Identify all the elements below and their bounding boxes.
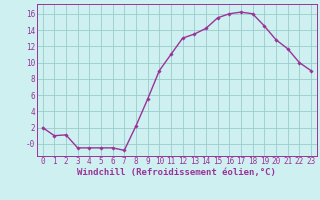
X-axis label: Windchill (Refroidissement éolien,°C): Windchill (Refroidissement éolien,°C) xyxy=(77,168,276,177)
